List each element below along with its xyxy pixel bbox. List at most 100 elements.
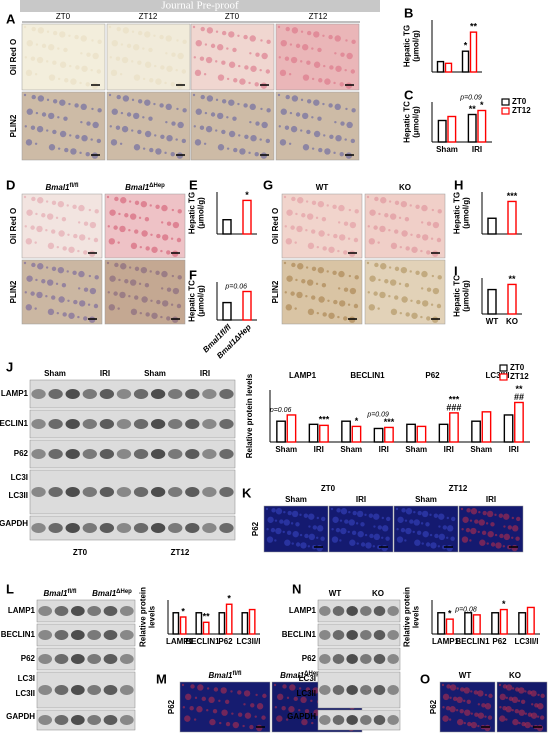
micrograph-speck — [322, 246, 327, 251]
blot-band — [103, 630, 118, 640]
micrograph-speck — [194, 69, 202, 77]
micrograph-speck — [80, 120, 83, 124]
micrograph-speck — [353, 237, 359, 243]
fluorescence-speck — [197, 684, 204, 691]
blot-band — [387, 606, 399, 616]
micrograph-speck — [400, 266, 408, 274]
micrograph-speck — [121, 125, 129, 133]
blot-band — [373, 630, 386, 640]
blot-band — [387, 715, 399, 725]
fluorescence-speck — [266, 528, 269, 531]
x-tick-label: Sham — [470, 445, 492, 454]
group-label: IRI — [356, 495, 366, 504]
micrograph-speck — [398, 282, 402, 286]
micrograph-speck — [340, 52, 345, 57]
fluorescence-speck — [349, 539, 356, 546]
micrograph-speck — [289, 111, 293, 115]
micrograph-speck — [244, 65, 249, 70]
micrograph-speck — [74, 34, 79, 40]
row-label: P62 — [251, 521, 260, 536]
fluorescence-speck — [536, 715, 540, 718]
micrograph-speck — [334, 52, 337, 55]
fluorescence-speck — [507, 525, 513, 530]
blot-band — [150, 523, 166, 533]
fluorescence-speck — [275, 527, 282, 535]
micrograph-speck — [285, 94, 290, 100]
fluorescence-speck — [494, 513, 497, 517]
group-label: Sham — [415, 495, 437, 504]
micrograph-speck — [131, 60, 134, 63]
bar — [491, 612, 500, 635]
micrograph-speck — [139, 245, 143, 249]
micrograph-speck — [108, 93, 112, 97]
fluorescence-speck — [316, 536, 319, 539]
fluorescence-speck — [347, 530, 350, 534]
micrograph-speck — [377, 241, 380, 244]
micrograph-speck — [373, 225, 378, 230]
fluorescence-speck — [481, 530, 487, 536]
micrograph-speck — [351, 108, 356, 113]
micrograph-speck — [46, 129, 49, 132]
fluorescence-speck — [469, 539, 472, 542]
fluorescence-speck — [320, 536, 325, 541]
time-label: ZT12 — [449, 484, 468, 493]
micrograph-speck — [70, 148, 77, 155]
blot-band — [219, 523, 234, 533]
micrograph-speck — [306, 60, 311, 65]
micrograph-speck — [204, 111, 208, 115]
y-axis-label: Hepatic TG — [188, 192, 197, 234]
fluorescence-speck — [488, 693, 493, 699]
micrograph-speck — [166, 65, 173, 72]
micrograph-speck — [318, 296, 325, 303]
micrograph-speck — [266, 39, 271, 45]
micrograph-speck — [67, 299, 70, 302]
micrograph-speck — [58, 296, 65, 303]
fluorescence-speck — [539, 715, 545, 720]
panel-letter: K — [242, 485, 252, 500]
micrograph-speck — [200, 94, 205, 100]
micrograph-speck — [305, 229, 308, 232]
micrograph-speck — [93, 237, 99, 243]
fluorescence-speck — [484, 693, 488, 697]
annotation: *** — [449, 394, 460, 404]
micrograph-speck — [378, 278, 381, 282]
micrograph-speck — [344, 138, 347, 141]
micrograph-speck — [317, 200, 325, 208]
blot-band — [70, 606, 85, 616]
micrograph-speck — [172, 221, 180, 229]
blot-band — [99, 487, 115, 497]
blot-band — [103, 654, 118, 664]
blot-band — [319, 685, 331, 695]
micrograph-speck — [35, 111, 39, 115]
fluorescence-speck — [292, 530, 299, 538]
micrograph-speck — [277, 93, 281, 97]
micrograph-speck — [134, 229, 139, 234]
micrograph-speck — [83, 221, 89, 226]
row-label: P62 — [14, 449, 29, 458]
micrograph-speck — [416, 299, 421, 305]
blot-band — [82, 523, 97, 533]
fluorescence-speck — [317, 525, 324, 532]
micrograph-speck — [148, 47, 153, 53]
micrograph-speck — [160, 287, 164, 290]
group-label: IRI — [100, 369, 110, 378]
row-label: LC3II — [296, 689, 316, 698]
micrograph-speck — [151, 312, 158, 319]
fluorescence-speck — [308, 533, 316, 541]
row-label: GAPDH — [287, 712, 316, 721]
micrograph-speck — [144, 130, 152, 138]
blot-band — [54, 654, 69, 664]
fluorescence-speck — [298, 687, 302, 690]
micrograph-speck — [170, 303, 174, 306]
micrograph-speck — [156, 233, 161, 239]
micrograph-speck — [420, 315, 423, 319]
micrograph-speck — [26, 209, 33, 216]
fluorescence-speck — [308, 513, 315, 520]
fluorescence-speck — [521, 721, 526, 727]
fluorescence-speck — [300, 542, 307, 549]
fluorescence-speck — [512, 525, 519, 532]
micrograph-speck — [119, 142, 123, 145]
micrograph-speck — [233, 78, 238, 83]
micrograph-speck — [23, 195, 27, 199]
micrograph-speck — [373, 291, 378, 296]
